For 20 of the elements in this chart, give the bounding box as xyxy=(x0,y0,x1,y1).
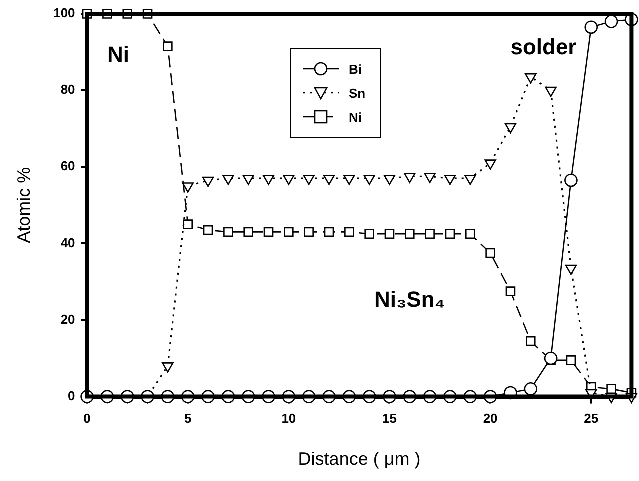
annotation: Ni xyxy=(107,42,130,68)
x-tick-label: 20 xyxy=(483,411,498,426)
y-tick-label: 40 xyxy=(60,235,76,250)
y-tick-label: 20 xyxy=(60,312,76,327)
x-tick-label: 5 xyxy=(184,411,192,426)
y-tick-label: 80 xyxy=(60,82,76,98)
legend-label: Ni xyxy=(349,110,362,124)
y-tick-label: 0 xyxy=(68,388,76,404)
x-tick-label: 10 xyxy=(282,411,296,426)
x-axis-title: Distance ( μm ) xyxy=(298,449,421,470)
legend-label: Bi xyxy=(349,62,362,76)
annotation: solder xyxy=(510,34,578,60)
x-tick-label: 25 xyxy=(584,411,599,426)
x-tick-label: 15 xyxy=(382,411,397,426)
y-tick-label: 60 xyxy=(60,158,76,174)
annotation: Ni₃Sn₄ xyxy=(374,287,446,312)
legend-label: Sn xyxy=(349,86,366,100)
x-tick-label: 0 xyxy=(84,411,91,426)
y-tick-label: 100 xyxy=(54,6,76,21)
y-axis-title: Atomic % xyxy=(14,167,34,244)
